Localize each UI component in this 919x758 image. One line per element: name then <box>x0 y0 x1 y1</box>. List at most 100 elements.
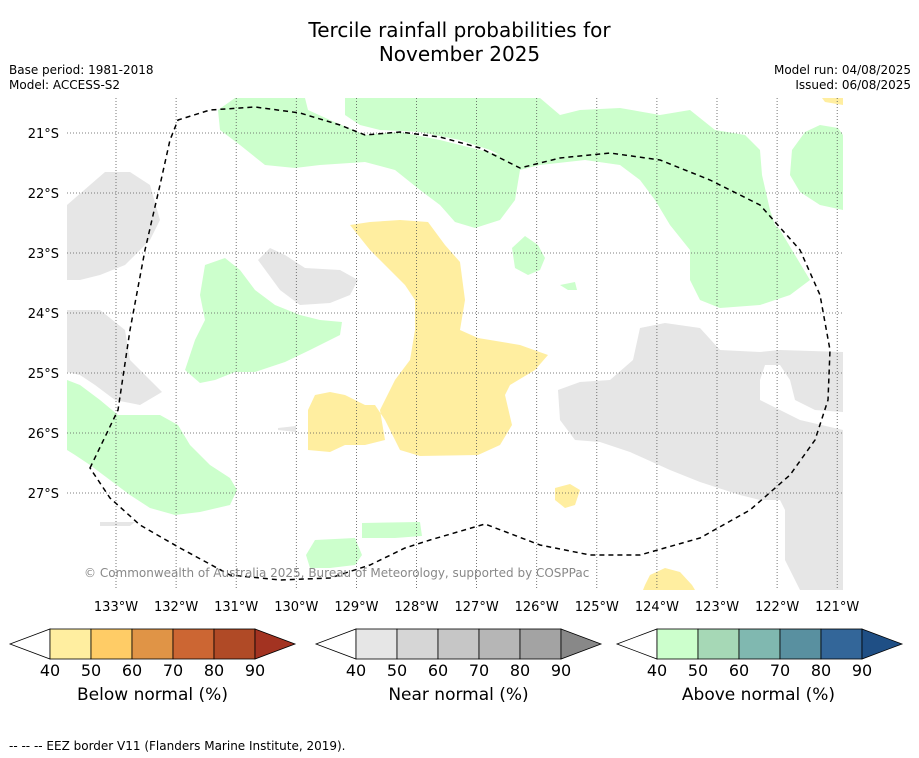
lon-label: 129°W <box>334 600 378 615</box>
lon-label: 133°W <box>94 600 138 615</box>
colorbar-tick-label: 70 <box>770 661 790 680</box>
colorbar-segment <box>697 628 740 660</box>
colorbar-tick-label: 80 <box>510 661 530 680</box>
above-region-small-dot <box>560 282 577 290</box>
colorbar-segment <box>396 628 439 660</box>
colorbar-segment <box>656 628 699 660</box>
lon-label: 128°W <box>394 600 438 615</box>
colorbar-segment <box>172 628 215 660</box>
lon-label: 125°W <box>575 600 619 615</box>
copyright-text: © Commonwealth of Australia 2025, Bureau… <box>84 566 589 580</box>
colorbar-segment <box>355 628 398 660</box>
below-normal-regions <box>308 98 843 590</box>
colorbar-tick-label: 60 <box>729 661 749 680</box>
below-region-northeast <box>822 98 843 105</box>
lon-label: 124°W <box>635 600 679 615</box>
lat-label: 22°S <box>28 187 59 202</box>
model-run: Model run: 04/08/2025 <box>773 63 911 77</box>
above-region-north-2 <box>345 98 810 280</box>
title-line-1: Tercile rainfall probabilities for <box>308 18 611 42</box>
colorbar-title-below: Below normal (%) <box>77 685 228 705</box>
colorbar-tick-label: 80 <box>811 661 831 680</box>
below-region-small <box>555 484 580 508</box>
near-region-small-2 <box>278 426 296 432</box>
near-normal-regions <box>67 172 843 590</box>
meta-right: Model run: 04/08/2025 Issued: 06/08/2025 <box>774 63 911 93</box>
colorbar-extension-low <box>314 628 357 660</box>
colorbar-extension-low <box>615 628 658 660</box>
colorbar-tick-label: 80 <box>204 661 224 680</box>
colorbar-extension-high <box>254 628 297 660</box>
eez-border <box>89 106 831 581</box>
colorbar-tick-label: 70 <box>469 661 489 680</box>
colorbar-segment <box>779 628 822 660</box>
colorbar-tick-label: 50 <box>81 661 101 680</box>
lat-label: 27°S <box>28 487 59 502</box>
colorbar-tick-label: 90 <box>852 661 872 680</box>
above-region-northeast <box>790 125 843 210</box>
colorbar-title-above: Above normal (%) <box>681 685 836 705</box>
lat-label: 24°S <box>28 307 59 322</box>
latitude-labels: 21°S 22°S 23°S 24°S 25°S 26°S 27°S <box>28 127 59 502</box>
longitude-labels: 133°W 132°W 131°W 130°W 129°W 128°W 127°W 126°W… <box>94 600 860 615</box>
below-region-south <box>643 568 695 590</box>
lon-label: 121°W <box>815 600 859 615</box>
meta-left: Base period: 1981-2018 Model: ACCESS-S2 <box>9 63 154 93</box>
colorbar-segment <box>49 628 92 660</box>
near-region-small <box>100 522 135 526</box>
near-region-east <box>558 323 843 590</box>
title-line-2: November 2025 <box>378 42 541 66</box>
base-period: Base period: 1981-2018 <box>9 63 154 77</box>
colorbar-segment <box>437 628 480 660</box>
colorbar-segment <box>213 628 256 660</box>
colorbar-tick-label: 40 <box>647 661 667 680</box>
colorbar: 40 50 60 70 80 90 <box>314 628 603 680</box>
lon-label: 127°W <box>455 600 499 615</box>
near-region-center-west <box>258 248 358 305</box>
colorbar-segment <box>131 628 174 660</box>
colorbar-extension-high <box>560 628 603 660</box>
lon-label: 132°W <box>154 600 198 615</box>
colorbar-title-near: Near normal (%) <box>388 685 529 705</box>
chart-title: Tercile rainfall probabilities for Novem… <box>0 18 919 66</box>
above-region-southwest <box>67 380 237 515</box>
colorbar-tick-label: 40 <box>40 661 60 680</box>
lat-label: 25°S <box>28 367 59 382</box>
colorbars: 40 50 60 70 80 90 40 50 60 70 80 90 40 50 60 70 80 90 <box>8 628 904 680</box>
colorbar-segment <box>90 628 133 660</box>
near-region-west <box>67 172 160 280</box>
colorbar-tick-label: 90 <box>551 661 571 680</box>
colorbar-tick-label: 40 <box>346 661 366 680</box>
colorbar-segment <box>738 628 781 660</box>
model-name: Model: ACCESS-S2 <box>9 78 121 92</box>
lon-label: 126°W <box>515 600 559 615</box>
lon-label: 123°W <box>695 600 739 615</box>
issued-date: Issued: 06/08/2025 <box>795 78 911 92</box>
lon-label: 122°W <box>755 600 799 615</box>
colorbar-tick-label: 70 <box>163 661 183 680</box>
above-normal-regions <box>67 98 843 568</box>
near-region-west-lower <box>67 310 162 405</box>
below-region-center <box>308 220 548 456</box>
colorbar-segment <box>478 628 521 660</box>
colorbar-tick-label: 60 <box>428 661 448 680</box>
colorbar-tick-label: 60 <box>122 661 142 680</box>
lon-label: 130°W <box>274 600 318 615</box>
grid-lines <box>67 98 843 590</box>
above-region-south <box>362 522 422 538</box>
colorbar-extension-low <box>8 628 51 660</box>
colorbar-extension-high <box>861 628 904 660</box>
colorbar-tick-label: 50 <box>387 661 407 680</box>
colorbar: 40 50 60 70 80 90 <box>8 628 297 680</box>
above-region-north <box>218 98 810 308</box>
lat-label: 21°S <box>28 127 59 142</box>
colorbar-tick-label: 50 <box>688 661 708 680</box>
above-region-west <box>185 258 342 383</box>
lat-label: 23°S <box>28 247 59 262</box>
map-canvas: 21°S 22°S 23°S 24°S 25°S 26°S 27°S 133°W 132°W 1… <box>8 98 904 680</box>
colorbar: 40 50 60 70 80 90 <box>615 628 904 680</box>
lat-label: 26°S <box>28 427 59 442</box>
above-region-south-2 <box>306 538 362 568</box>
footer-note: -- -- -- EEZ border V11 (Flanders Marine… <box>9 739 346 753</box>
above-region-small-center <box>512 236 545 275</box>
